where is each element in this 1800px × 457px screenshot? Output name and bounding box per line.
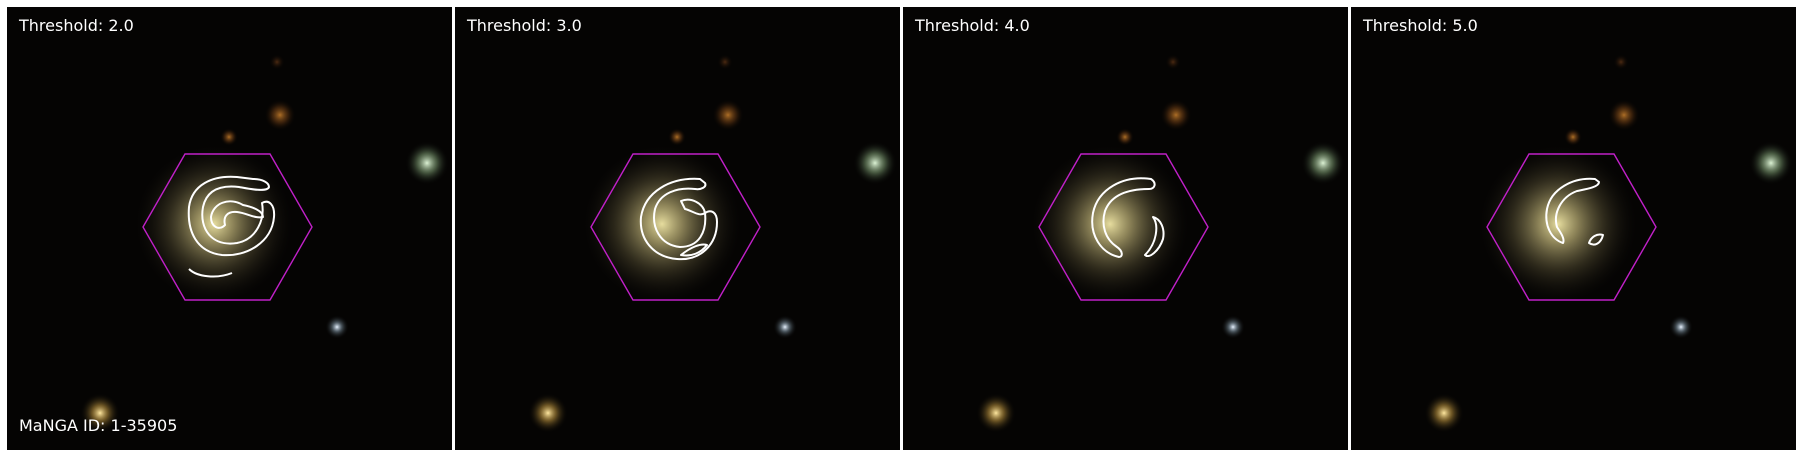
ifu-hexagon [1038, 153, 1209, 301]
contour-inner [210, 200, 264, 229]
star-small [1116, 128, 1134, 146]
sky-image [455, 7, 900, 450]
star-upper [1608, 99, 1640, 131]
galaxy [1032, 146, 1188, 302]
threshold-label: Threshold: 2.0 [19, 16, 134, 35]
galaxy [136, 146, 292, 302]
star-upper [264, 99, 296, 131]
star-right [1749, 141, 1793, 185]
ifu-hexagon [1486, 153, 1657, 301]
sky-image [1351, 7, 1796, 450]
star-lower-right [325, 315, 349, 339]
contour-outer [639, 177, 718, 261]
contour-crescent [1545, 177, 1600, 244]
panel-threshold-4: Threshold: 4.0 [903, 7, 1348, 450]
star-lower-right [773, 315, 797, 339]
galaxy [584, 146, 740, 302]
faint-source [1613, 54, 1629, 70]
star-bottom-left [1424, 393, 1464, 433]
faint-source [269, 54, 285, 70]
ifu-hexagon [142, 153, 313, 301]
star-right [1301, 141, 1345, 185]
star-right [853, 141, 897, 185]
star-bottom-left [976, 393, 1016, 433]
star-small [220, 128, 238, 146]
sky-image [7, 7, 452, 450]
panel-threshold-2: Threshold: 2.0 MaNGA ID: 1-35905 [7, 7, 452, 450]
contour-crescent [1091, 177, 1156, 258]
threshold-label: Threshold: 4.0 [915, 16, 1030, 35]
galaxy-id-label: MaNGA ID: 1-35905 [19, 416, 178, 435]
star-small [1564, 128, 1582, 146]
threshold-label: Threshold: 5.0 [1363, 16, 1478, 35]
faint-source [1165, 54, 1181, 70]
contour-blob [1588, 233, 1604, 246]
star-bottom-left [528, 393, 568, 433]
contour-arc [188, 268, 233, 278]
contour-lines [187, 175, 276, 278]
star-upper [1160, 99, 1192, 131]
contour-blob-1 [680, 198, 706, 216]
star-right [405, 141, 449, 185]
panel-threshold-5: Threshold: 5.0 [1351, 7, 1796, 450]
contour-lines [1091, 177, 1165, 258]
star-bottom-left [80, 393, 120, 433]
threshold-label: Threshold: 3.0 [467, 16, 582, 35]
contour-outer [187, 175, 276, 257]
contour-lines [639, 177, 718, 261]
panel-threshold-3: Threshold: 3.0 [455, 7, 900, 450]
ifu-hexagon [590, 153, 761, 301]
star-upper [712, 99, 744, 131]
star-lower-right [1669, 315, 1693, 339]
faint-source [717, 54, 733, 70]
contour-blob-2 [680, 243, 708, 257]
galaxy [1480, 146, 1636, 302]
star-lower-right [1221, 315, 1245, 339]
star-small [668, 128, 686, 146]
contour-blob [1144, 216, 1165, 257]
contour-lines [1545, 177, 1604, 246]
sky-image [903, 7, 1348, 450]
